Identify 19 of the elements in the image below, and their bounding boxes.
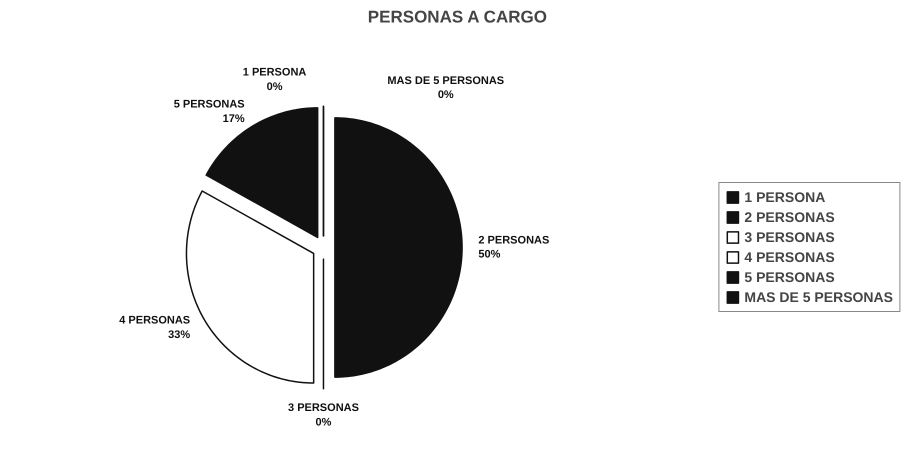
text: 0% <box>266 80 283 93</box>
text: 0% <box>316 416 332 429</box>
legend-label: 1 PERSONA <box>744 189 826 205</box>
data-label: 33% <box>168 329 190 342</box>
legend-label: 2 PERSONAS <box>744 209 835 225</box>
data-label: 17% <box>222 112 245 125</box>
legend-label: 3 PERSONAS <box>744 229 835 245</box>
category-label: 1 PERSONA <box>242 66 306 78</box>
category-label: MAS DE 5 PERSONAS <box>387 74 504 87</box>
category-label: 3 PERSONAS <box>288 402 359 414</box>
chart-title: PERSONAS A CARGO <box>368 8 547 26</box>
legend-label: 4 PERSONAS <box>744 249 835 265</box>
legend-label: MAS DE 5 PERSONAS <box>744 289 893 305</box>
data-label: 50% <box>478 248 501 261</box>
text: 0% <box>438 89 454 102</box>
legend-label: 5 PERSONAS <box>744 269 835 285</box>
slice-label: 2 PERSONAS <box>478 234 550 246</box>
slice-label: 5 PERSONAS <box>174 98 245 110</box>
slice-label: 4 PERSONAS <box>119 314 190 327</box>
